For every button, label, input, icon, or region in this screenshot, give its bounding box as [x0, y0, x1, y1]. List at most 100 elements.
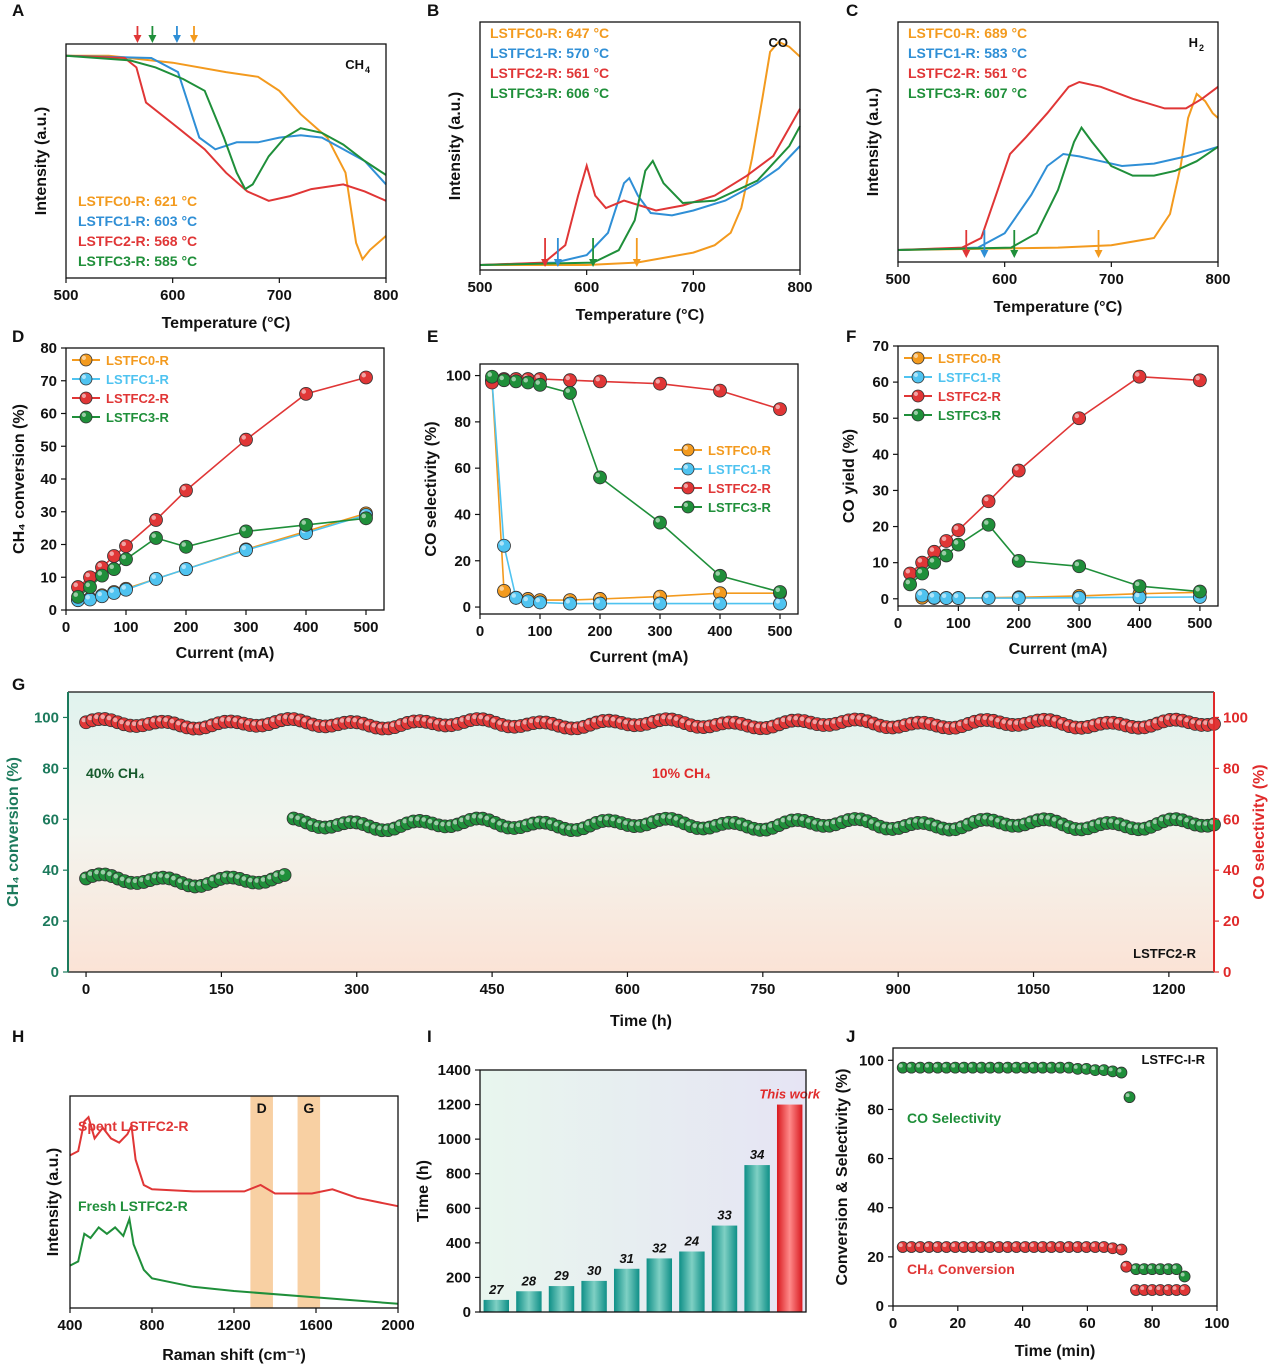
marker-highlight: [941, 536, 947, 541]
marker-highlight: [977, 1243, 982, 1248]
legend-label: LSTFC2-R: [106, 391, 169, 406]
bar-label: 29: [553, 1268, 569, 1283]
legend-entry: LSTFC0-R: 621 °C: [78, 193, 197, 209]
marker-highlight: [683, 502, 689, 507]
x-tick-label: 0: [62, 619, 70, 636]
bar: [646, 1258, 673, 1312]
data-point: [939, 591, 954, 605]
bar: [679, 1251, 705, 1312]
marker-body: [593, 596, 607, 611]
marker-highlight: [1082, 1065, 1087, 1069]
marker-body: [981, 494, 996, 509]
marker-highlight: [715, 599, 720, 604]
marker-highlight: [617, 718, 622, 723]
marker-highlight: [181, 542, 187, 547]
marker-highlight: [213, 718, 219, 724]
data-point: [927, 555, 942, 570]
marker-highlight: [933, 1063, 938, 1068]
marker-highlight: [881, 722, 887, 728]
marker-highlight: [1077, 723, 1082, 728]
bar: [613, 1268, 640, 1312]
marker-highlight: [1064, 721, 1070, 727]
panel-letter: H: [12, 1027, 24, 1046]
marker-highlight: [307, 820, 313, 826]
marker-highlight: [181, 485, 187, 491]
marker-highlight: [446, 821, 452, 827]
y-tick-label: 20: [42, 913, 59, 930]
bar: [516, 1291, 542, 1312]
marker-highlight: [724, 818, 729, 823]
marker-highlight: [81, 355, 86, 360]
marker-highlight: [898, 1243, 903, 1248]
marker-highlight: [775, 404, 780, 410]
marker-highlight: [171, 875, 176, 881]
marker-highlight: [775, 599, 780, 604]
marker-highlight: [1203, 720, 1208, 725]
x-tick-label: 300: [344, 981, 369, 998]
marker-highlight: [793, 815, 798, 821]
panel-d: 0 100 200 300 400 500 0 10 20 30 40 50 60 70 80 Current…: [11, 340, 385, 662]
marker-body: [149, 531, 163, 545]
marker-highlight: [151, 515, 157, 520]
marker-highlight: [1045, 815, 1051, 820]
legend-item: LSTFC1-R: [72, 372, 169, 387]
x-tick-label: 700: [1099, 271, 1124, 288]
marker-highlight: [209, 876, 215, 882]
marker-highlight: [465, 715, 471, 721]
onset-arrow: [1094, 230, 1103, 258]
marker-highlight: [900, 720, 906, 726]
marker-highlight: [121, 585, 126, 590]
x-axis-label: Raman shift (cm⁻¹): [162, 1347, 306, 1364]
marker-highlight: [566, 723, 572, 729]
marker-highlight: [226, 716, 231, 722]
marker-highlight: [963, 820, 969, 825]
marker-highlight: [1096, 719, 1101, 724]
marker-highlight: [1132, 1286, 1136, 1291]
plot-frame: [897, 345, 1219, 607]
marker-body: [773, 585, 787, 599]
marker-highlight: [516, 721, 521, 727]
data-point: [563, 386, 577, 400]
marker-highlight: [121, 541, 126, 547]
marker-highlight: [245, 720, 250, 726]
marker-highlight: [749, 824, 754, 829]
marker-highlight: [113, 717, 118, 723]
data-point: [981, 517, 996, 532]
y-tick-label: 80: [867, 1101, 884, 1118]
marker-highlight: [683, 483, 689, 488]
marker-body: [951, 523, 966, 538]
marker-highlight: [267, 875, 272, 880]
marker-highlight: [1073, 1243, 1078, 1248]
marker-highlight: [94, 714, 99, 720]
marker-body: [119, 582, 133, 597]
y-tick-label: 1000: [438, 1131, 471, 1148]
marker-highlight: [654, 715, 660, 721]
marker-highlight: [270, 717, 276, 723]
marker-highlight: [774, 719, 780, 725]
marker-highlight: [320, 721, 326, 727]
marker-highlight: [960, 1243, 964, 1248]
marker-highlight: [742, 822, 748, 827]
panel-g: 0 150 300 450 600 750 900 1050 1200 0 0 20 20 40 40 60 6…: [5, 691, 1268, 1030]
marker-highlight: [139, 877, 144, 882]
marker-highlight: [361, 513, 366, 519]
marker-body: [1115, 1066, 1128, 1079]
x-tick-label: 200: [173, 619, 198, 636]
bar: [548, 1286, 575, 1312]
marker-highlight: [73, 592, 78, 597]
y-tick-label: 20: [872, 519, 889, 536]
marker-highlight: [683, 445, 689, 450]
marker-highlight: [699, 722, 704, 728]
marker-highlight: [843, 715, 849, 721]
data-point: [95, 589, 109, 604]
marker-highlight: [1117, 1068, 1122, 1073]
marker-highlight: [925, 819, 931, 825]
marker-highlight: [169, 718, 175, 724]
marker-highlight: [869, 819, 874, 824]
marker-highlight: [1184, 817, 1189, 823]
marker-body: [773, 596, 787, 611]
arrow-head: [962, 250, 971, 258]
marker-highlight: [183, 880, 189, 886]
data-point: [931, 1061, 944, 1074]
legend-label: LSTFC1-R: [708, 462, 771, 477]
